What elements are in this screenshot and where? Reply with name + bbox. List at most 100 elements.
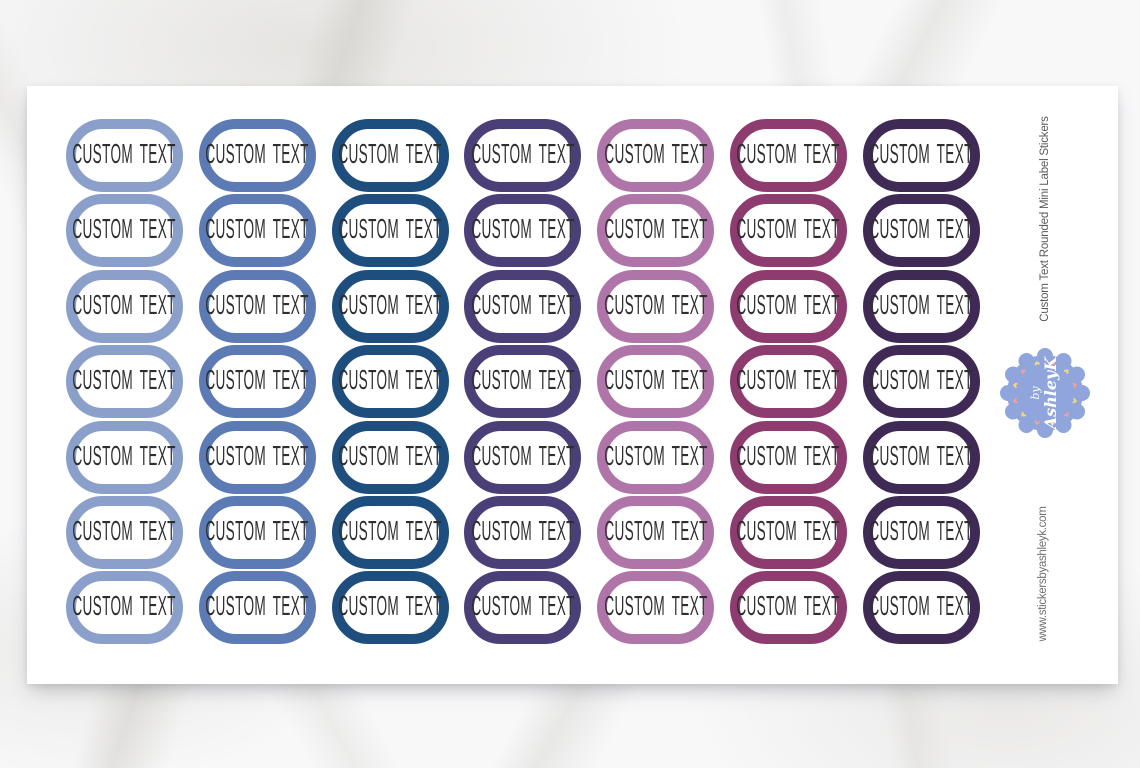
- badge-brand-prefix: by: [1029, 386, 1042, 400]
- sticker-label: CUSTOM TEXT: [72, 365, 177, 397]
- sticker-label: CUSTOM TEXT: [736, 365, 841, 397]
- sticker-r6-periwinkle-blue: CUSTOM TEXT: [66, 495, 183, 569]
- sticker-r6-orchid-mauve: CUSTOM TEXT: [597, 495, 715, 569]
- sticker-r5-plum: CUSTOM TEXT: [729, 420, 847, 494]
- sticker-label: CUSTOM TEXT: [205, 365, 310, 397]
- product-title: Custom Text Rounded Mini Label Stickers: [1039, 116, 1051, 322]
- sticker-r6-plum: CUSTOM TEXT: [729, 495, 847, 569]
- sticker-label: CUSTOM TEXT: [72, 516, 177, 547]
- sticker-label: CUSTOM TEXT: [869, 290, 974, 321]
- sticker-r4-plum: CUSTOM TEXT: [729, 345, 847, 419]
- sticker-r3-plum: CUSTOM TEXT: [729, 269, 847, 343]
- sticker-label: CUSTOM TEXT: [338, 441, 442, 472]
- sticker-r5-navy-blue: CUSTOM TEXT: [331, 420, 449, 494]
- sticker-r7-dark-purple: CUSTOM TEXT: [862, 571, 980, 645]
- sticker-r6-dark-purple: CUSTOM TEXT: [862, 495, 980, 569]
- sticker-label: CUSTOM TEXT: [338, 365, 442, 397]
- sticker-r2-medium-blue: CUSTOM TEXT: [198, 194, 316, 268]
- sticker-r6-navy-blue: CUSTOM TEXT: [331, 495, 449, 569]
- sticker-label: CUSTOM TEXT: [736, 516, 841, 547]
- sticker-label: CUSTOM TEXT: [205, 290, 310, 321]
- sticker-label: CUSTOM TEXT: [869, 139, 974, 170]
- sticker-label: CUSTOM TEXT: [338, 290, 442, 321]
- sticker-label: CUSTOM TEXT: [736, 441, 841, 472]
- sticker-label: CUSTOM TEXT: [471, 516, 575, 547]
- sticker-r5-medium-blue: CUSTOM TEXT: [198, 420, 316, 494]
- sticker-label: CUSTOM TEXT: [338, 591, 442, 623]
- sticker-r1-dark-purple: CUSTOM TEXT: [862, 119, 980, 192]
- sticker-r2-navy-blue: CUSTOM TEXT: [331, 194, 449, 268]
- sticker-label: CUSTOM TEXT: [603, 290, 708, 321]
- brand-badge: by AshleyK: [1000, 348, 1090, 438]
- sticker-sheet: CUSTOM TEXT CUSTOM TEXT CUSTOM TEXT CUSTOM …: [27, 86, 1118, 684]
- sticker-r7-plum: CUSTOM TEXT: [729, 571, 847, 645]
- sticker-r3-periwinkle-blue: CUSTOM TEXT: [66, 269, 183, 343]
- sticker-label: CUSTOM TEXT: [869, 365, 974, 397]
- sticker-r4-dark-purple: CUSTOM TEXT: [862, 345, 980, 419]
- sticker-label: CUSTOM TEXT: [736, 290, 841, 321]
- sticker-r3-indigo-purple: CUSTOM TEXT: [464, 269, 582, 343]
- sticker-r4-orchid-mauve: CUSTOM TEXT: [597, 345, 715, 419]
- sticker-r3-medium-blue: CUSTOM TEXT: [198, 269, 316, 343]
- sticker-label: CUSTOM TEXT: [869, 215, 974, 246]
- sticker-r4-navy-blue: CUSTOM TEXT: [331, 345, 449, 419]
- sticker-label: CUSTOM TEXT: [471, 365, 575, 397]
- sticker-r1-medium-blue: CUSTOM TEXT: [198, 119, 316, 192]
- sticker-label: CUSTOM TEXT: [205, 516, 310, 547]
- sticker-grid: CUSTOM TEXT CUSTOM TEXT CUSTOM TEXT CUSTOM …: [66, 119, 980, 645]
- sticker-label: CUSTOM TEXT: [72, 215, 177, 246]
- sticker-r7-navy-blue: CUSTOM TEXT: [331, 571, 449, 645]
- badge-brand-name: AshleyK: [1041, 356, 1060, 432]
- sticker-r2-plum: CUSTOM TEXT: [729, 194, 847, 268]
- sticker-r7-indigo-purple: CUSTOM TEXT: [464, 571, 582, 645]
- sticker-r2-indigo-purple: CUSTOM TEXT: [464, 194, 582, 268]
- sticker-label: CUSTOM TEXT: [869, 516, 974, 547]
- sticker-r5-periwinkle-blue: CUSTOM TEXT: [66, 420, 183, 494]
- sticker-r2-periwinkle-blue: CUSTOM TEXT: [66, 194, 183, 268]
- sticker-r5-indigo-purple: CUSTOM TEXT: [464, 420, 582, 494]
- badge-scalloped-circle: [1000, 348, 1090, 438]
- sticker-label: CUSTOM TEXT: [338, 139, 442, 170]
- website-url: www.stickersbyashleyk.com: [1037, 506, 1049, 642]
- sticker-r4-medium-blue: CUSTOM TEXT: [198, 345, 316, 419]
- sticker-label: CUSTOM TEXT: [603, 139, 708, 170]
- sticker-label: CUSTOM TEXT: [736, 591, 841, 623]
- sticker-r7-orchid-mauve: CUSTOM TEXT: [597, 571, 715, 645]
- sticker-label: CUSTOM TEXT: [471, 591, 575, 623]
- sticker-label: CUSTOM TEXT: [603, 441, 708, 472]
- sticker-label: CUSTOM TEXT: [603, 215, 708, 246]
- sticker-label: CUSTOM TEXT: [736, 215, 841, 246]
- sticker-label: CUSTOM TEXT: [471, 139, 575, 170]
- sticker-r7-periwinkle-blue: CUSTOM TEXT: [66, 571, 183, 645]
- badge-text: by AshleyK: [1029, 356, 1060, 432]
- sticker-label: CUSTOM TEXT: [736, 139, 841, 170]
- sticker-r1-indigo-purple: CUSTOM TEXT: [464, 119, 582, 192]
- sticker-label: CUSTOM TEXT: [72, 591, 177, 623]
- sticker-label: CUSTOM TEXT: [471, 290, 575, 321]
- sticker-r5-dark-purple: CUSTOM TEXT: [862, 420, 980, 494]
- sticker-r4-periwinkle-blue: CUSTOM TEXT: [66, 345, 183, 419]
- sticker-label: CUSTOM TEXT: [205, 591, 310, 623]
- sticker-r3-dark-purple: CUSTOM TEXT: [862, 269, 980, 343]
- sticker-label: CUSTOM TEXT: [205, 215, 310, 246]
- sticker-r3-orchid-mauve: CUSTOM TEXT: [597, 269, 715, 343]
- sticker-r2-orchid-mauve: CUSTOM TEXT: [597, 194, 715, 268]
- sticker-label: CUSTOM TEXT: [338, 516, 442, 547]
- sticker-label: CUSTOM TEXT: [72, 441, 177, 472]
- sticker-label: CUSTOM TEXT: [338, 215, 442, 246]
- sticker-r6-medium-blue: CUSTOM TEXT: [198, 495, 316, 569]
- sticker-r4-indigo-purple: CUSTOM TEXT: [464, 345, 582, 419]
- sticker-label: CUSTOM TEXT: [72, 139, 177, 170]
- sticker-r1-orchid-mauve: CUSTOM TEXT: [597, 119, 715, 192]
- sticker-label: CUSTOM TEXT: [603, 591, 708, 623]
- sticker-label: CUSTOM TEXT: [205, 139, 310, 170]
- sticker-r6-indigo-purple: CUSTOM TEXT: [464, 495, 582, 569]
- sticker-r7-medium-blue: CUSTOM TEXT: [198, 571, 316, 645]
- sticker-label: CUSTOM TEXT: [869, 591, 974, 623]
- sticker-label: CUSTOM TEXT: [471, 215, 575, 246]
- sticker-r5-orchid-mauve: CUSTOM TEXT: [597, 420, 715, 494]
- sticker-r1-plum: CUSTOM TEXT: [729, 119, 847, 192]
- sticker-r1-navy-blue: CUSTOM TEXT: [331, 119, 449, 192]
- sticker-label: CUSTOM TEXT: [603, 516, 708, 547]
- sticker-label: CUSTOM TEXT: [205, 441, 310, 472]
